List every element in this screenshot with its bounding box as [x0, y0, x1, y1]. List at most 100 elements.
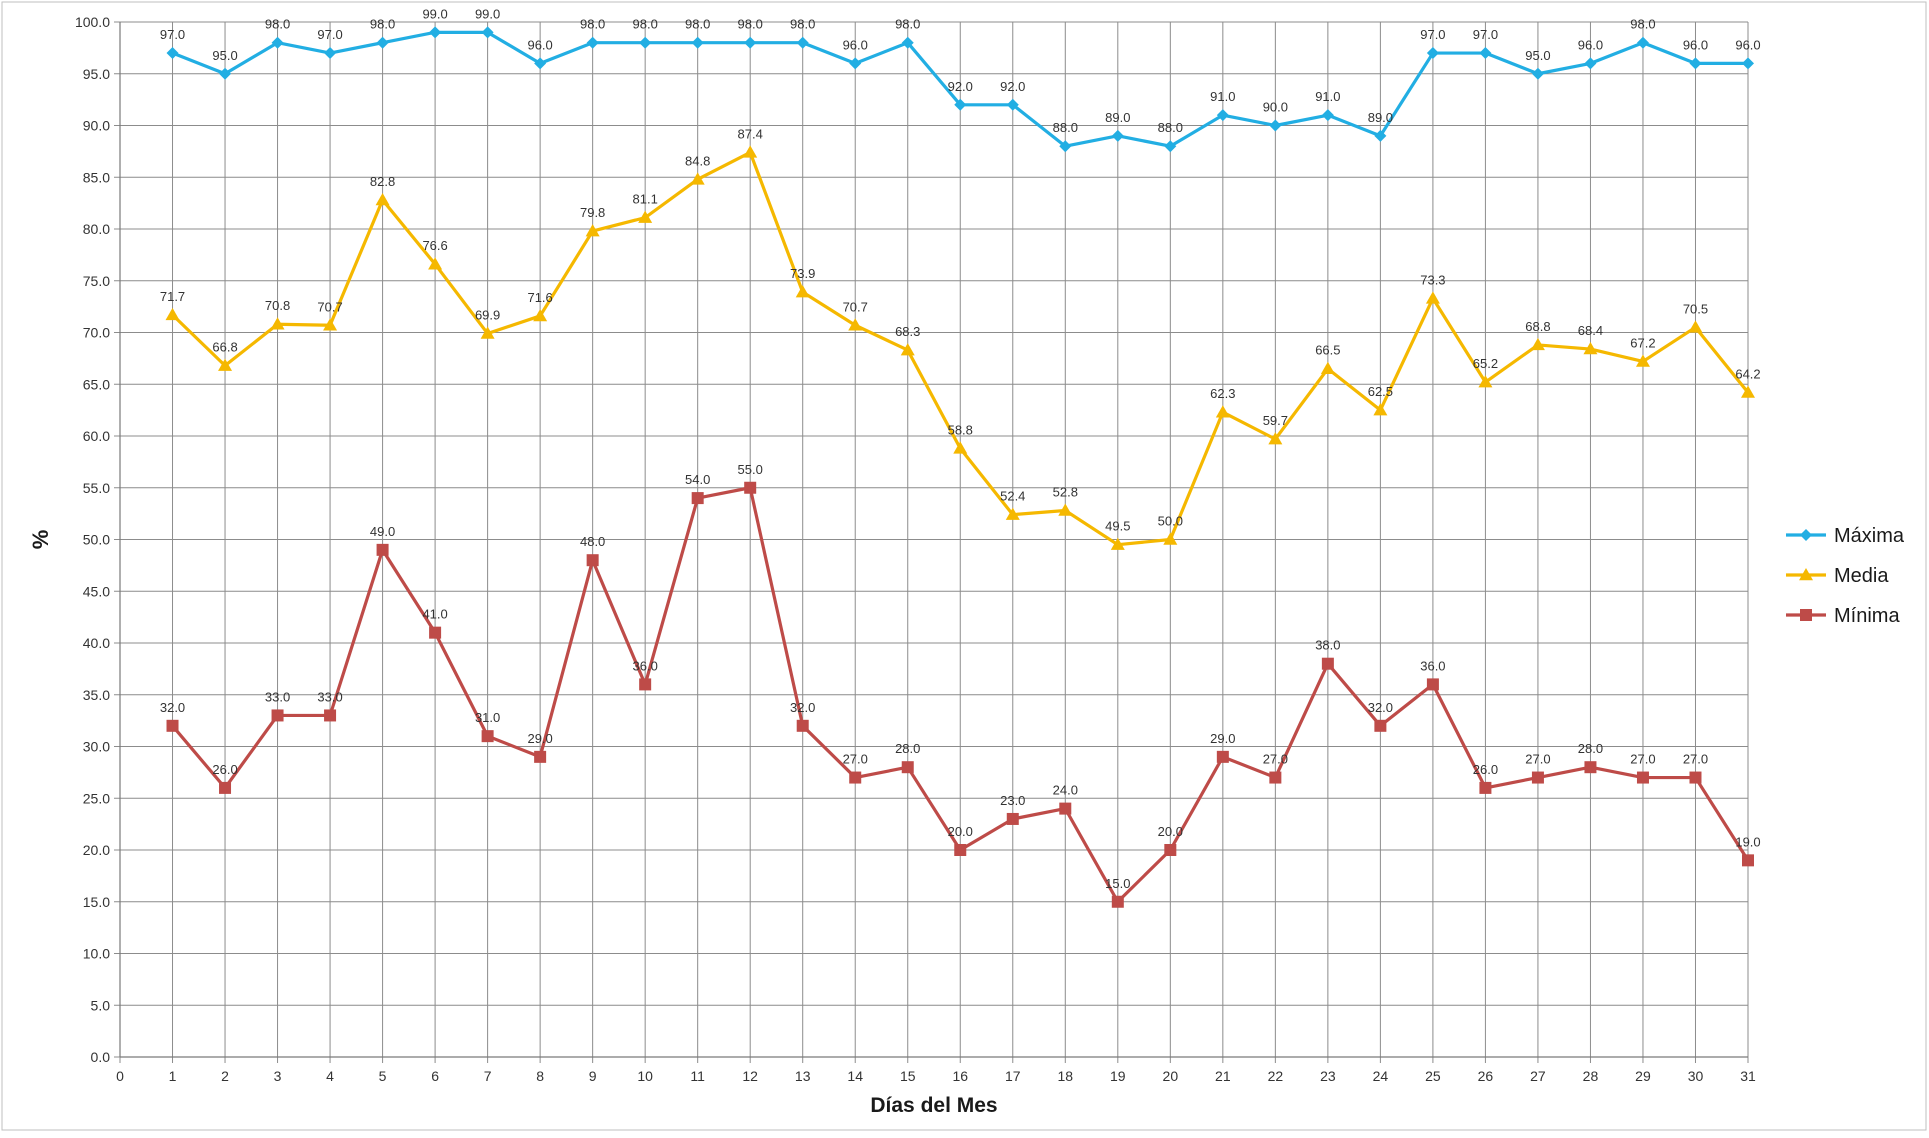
y-tick-label: 45.0 — [83, 583, 110, 599]
data-point-media — [1635, 354, 1650, 367]
data-point-media — [638, 210, 653, 223]
x-tick-label: 22 — [1268, 1068, 1284, 1084]
x-tick-label: 15 — [900, 1068, 916, 1084]
data-point-minima — [1374, 719, 1387, 732]
y-tick-label: 5.0 — [91, 997, 111, 1013]
data-label-media: 62.3 — [1210, 386, 1235, 401]
data-label-minima: 28.0 — [1578, 741, 1603, 756]
data-point-media — [690, 172, 705, 185]
data-point-media — [375, 193, 390, 206]
x-tick-label: 0 — [116, 1068, 124, 1084]
data-label-media: 73.3 — [1420, 272, 1445, 287]
data-label-minima: 36.0 — [633, 658, 658, 673]
data-label-minima: 23.0 — [1000, 793, 1025, 808]
data-point-maxima — [1374, 129, 1387, 142]
data-point-maxima — [1059, 140, 1072, 153]
axes: 0.05.010.015.020.025.030.035.040.045.050… — [75, 14, 1756, 1084]
data-point-maxima — [744, 36, 757, 49]
x-tick-label: 27 — [1530, 1068, 1546, 1084]
data-point-minima — [691, 492, 704, 505]
data-label-minima: 19.0 — [1735, 834, 1760, 849]
data-label-minima: 26.0 — [212, 762, 237, 777]
x-tick-label: 18 — [1058, 1068, 1074, 1084]
data-point-maxima — [1269, 119, 1282, 132]
data-point-media — [1583, 342, 1598, 355]
data-label-media: 67.2 — [1630, 335, 1655, 350]
y-tick-label: 70.0 — [83, 325, 110, 341]
data-label-minima: 33.0 — [317, 689, 342, 704]
y-tick-label: 60.0 — [83, 428, 110, 444]
data-point-minima — [1742, 854, 1754, 867]
x-tick-label: 4 — [326, 1068, 334, 1084]
legend-label-media: Media — [1834, 565, 1889, 587]
data-label-minima: 54.0 — [685, 472, 710, 487]
data-point-maxima — [639, 36, 652, 49]
data-label-maxima: 98.0 — [1630, 17, 1655, 32]
data-label-maxima: 95.0 — [1525, 48, 1550, 63]
x-tick-label: 23 — [1320, 1068, 1336, 1084]
data-label-maxima: 88.0 — [1158, 120, 1183, 135]
data-label-minima: 36.0 — [1420, 658, 1445, 673]
data-label-maxima: 98.0 — [738, 17, 763, 32]
data-label-media: 68.8 — [1525, 319, 1550, 334]
y-tick-label: 100.0 — [75, 14, 110, 30]
data-point-minima — [1111, 895, 1124, 908]
data-point-media — [1058, 503, 1073, 516]
data-point-maxima — [1164, 140, 1177, 153]
data-label-minima: 29.0 — [527, 731, 552, 746]
y-tick-label: 15.0 — [83, 894, 110, 910]
data-point-minima — [1531, 771, 1544, 784]
data-label-maxima: 98.0 — [580, 17, 605, 32]
data-point-minima — [1164, 844, 1177, 856]
data-label-media: 66.5 — [1315, 343, 1340, 358]
data-point-maxima — [691, 36, 704, 49]
data-point-maxima — [324, 47, 337, 60]
data-label-media: 70.5 — [1683, 301, 1708, 316]
x-tick-label: 30 — [1688, 1068, 1704, 1084]
y-tick-label: 85.0 — [83, 169, 110, 185]
data-label-media: 70.8 — [265, 298, 290, 313]
data-label-maxima: 97.0 — [160, 27, 185, 42]
data-label-media: 64.2 — [1735, 367, 1760, 382]
y-tick-label: 50.0 — [83, 532, 110, 548]
data-point-minima — [901, 761, 914, 774]
gridlines — [119, 21, 1749, 1058]
data-label-media: 68.4 — [1578, 323, 1603, 338]
x-tick-label: 6 — [431, 1068, 439, 1084]
data-point-media — [1530, 337, 1545, 351]
x-tick-label: 28 — [1583, 1068, 1599, 1084]
x-tick-label: 3 — [274, 1068, 282, 1084]
data-label-maxima: 88.0 — [1053, 120, 1078, 135]
x-tick-label: 8 — [536, 1068, 544, 1084]
x-tick-label: 7 — [484, 1068, 492, 1084]
data-point-minima — [1479, 781, 1492, 794]
data-point-maxima — [166, 47, 179, 60]
data-label-media: 52.8 — [1053, 485, 1078, 500]
data-point-media — [218, 358, 233, 371]
data-label-maxima: 96.0 — [843, 37, 868, 52]
data-point-media — [1373, 403, 1388, 416]
data-point-media — [953, 441, 968, 454]
legend-marker-maxima — [1800, 529, 1812, 541]
data-point-maxima — [1321, 109, 1334, 122]
data-point-maxima — [1216, 109, 1229, 122]
x-tick-label: 13 — [795, 1068, 811, 1084]
data-label-media: 71.7 — [160, 289, 185, 304]
data-point-minima — [744, 481, 757, 494]
x-tick-label: 26 — [1478, 1068, 1494, 1084]
data-label-media: 62.5 — [1368, 384, 1393, 399]
data-label-maxima: 97.0 — [317, 27, 342, 42]
data-point-media — [848, 318, 863, 331]
x-tick-label: 2 — [221, 1068, 229, 1084]
data-label-minima: 38.0 — [1315, 638, 1340, 653]
y-axis-title: % — [28, 530, 53, 550]
data-point-maxima — [586, 36, 599, 49]
x-tick-label: 9 — [589, 1068, 597, 1084]
data-label-media: 76.6 — [422, 238, 447, 253]
legend-marker-media — [1799, 568, 1813, 581]
data-point-minima — [1059, 802, 1072, 815]
data-point-media — [1005, 507, 1020, 520]
